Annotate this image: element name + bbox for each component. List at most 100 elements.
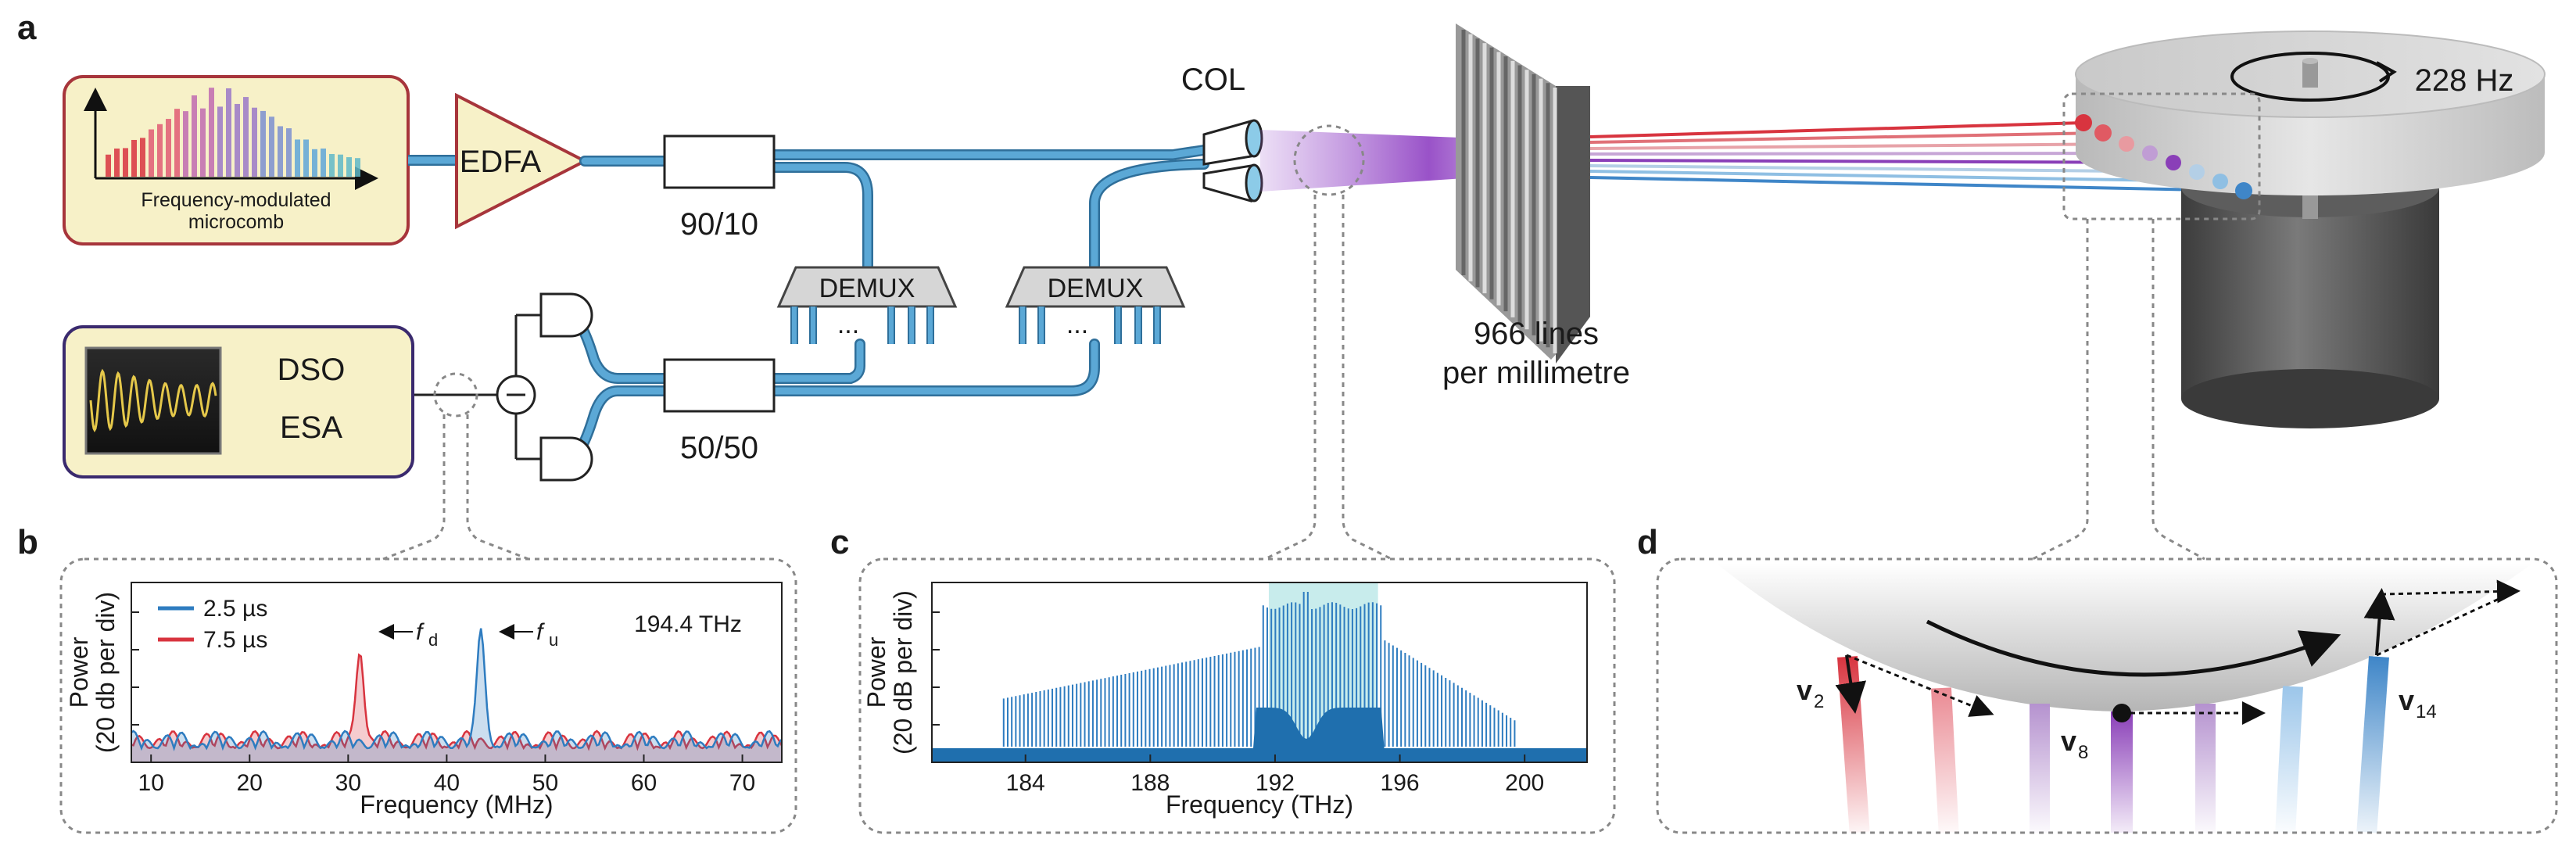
- rotating-disk: 228 Hz: [2062, 30, 2546, 428]
- rotation-label: 228 Hz: [2415, 63, 2514, 98]
- chart-b-ylabel-2: (20 db per div): [91, 592, 120, 753]
- legend-label-red: 7.5 µs: [203, 627, 267, 653]
- chart-c-tick-label: 196: [1381, 770, 1420, 796]
- chart-optical-spectrum: 184 188 192 196 200 Frequency (THz) Power (2…: [862, 582, 1588, 819]
- comb-line: [235, 103, 240, 177]
- v8-sub: 8: [2078, 742, 2088, 763]
- velocity-arrow-v14: [2363, 588, 2395, 656]
- demux-1-ellipsis: ...: [837, 310, 859, 339]
- chart-b-tick-label: 30: [335, 770, 361, 796]
- comb-line: [278, 126, 283, 177]
- comb-line: [269, 116, 274, 177]
- peak-fd-sub: d: [428, 630, 438, 650]
- chart-c-tick-label: 200: [1505, 770, 1544, 796]
- demux-1-label: DEMUX: [819, 274, 915, 303]
- chart-c-tick-label: 184: [1006, 770, 1045, 796]
- series-7p5us-fill: [131, 654, 782, 762]
- panel-b-frame: [59, 557, 797, 834]
- comb-line: [192, 95, 197, 177]
- panel-label-d: d: [1637, 523, 1658, 561]
- beam-zoom-circle: [1293, 124, 1365, 196]
- comb-line: [243, 97, 249, 177]
- chart-b-tick-label: 70: [729, 770, 755, 796]
- dso-esa-box: DSO ESA: [63, 325, 414, 478]
- peak-label-fd: f d: [378, 619, 438, 650]
- comb-line: [149, 129, 154, 177]
- comb-line: [114, 148, 120, 177]
- edfa-label: EDFA: [460, 145, 542, 179]
- beam-red-strong: [1837, 656, 1870, 833]
- beam-purple-light: [2030, 704, 2050, 833]
- grating-label-line2: per millimetre: [1442, 356, 1630, 390]
- panel-label-c: c: [830, 523, 849, 561]
- demux-1: DEMUX ...: [776, 266, 958, 344]
- collimator: COL: [1181, 63, 1263, 202]
- peak-fd-base: f: [416, 619, 425, 645]
- edfa-amplifier: EDFA: [455, 92, 589, 230]
- disk-zoom-box: [2062, 92, 2261, 220]
- rotation-arrow-icon: [1926, 619, 2341, 677]
- beam-to-grating: [1260, 130, 1501, 192]
- chart-b-tick-label: 10: [138, 770, 164, 796]
- coupler-50-50: [663, 358, 776, 413]
- chart-b-tick-label: 60: [631, 770, 657, 796]
- comb-line: [140, 138, 145, 177]
- v2-sub: 2: [1814, 691, 1824, 712]
- esa-label: ESA: [280, 410, 342, 445]
- demux-2: DEMUX ...: [1005, 266, 1186, 344]
- beam-blue-light: [2275, 686, 2303, 833]
- chart-rf-spectrum: 10 20 30 40 50 60 70 Frequency (MHz) Power (20…: [65, 582, 783, 819]
- chart-c-xlabel: Frequency (THz): [1166, 790, 1353, 819]
- comb-line: [166, 119, 171, 177]
- comb-line: [252, 107, 257, 177]
- peak-fu-base: f: [536, 619, 545, 645]
- coupler-50-50-label: 50/50: [680, 431, 758, 465]
- chart-b-tick-label: 40: [434, 770, 460, 796]
- chart-b-axes: [131, 582, 783, 763]
- grating-label-line1: 966 lines: [1474, 317, 1599, 351]
- peak-fu-sub: u: [549, 630, 558, 650]
- chart-c-axes: [931, 582, 1588, 763]
- comb-line: [355, 158, 360, 177]
- demux-2-ellipsis: ...: [1066, 310, 1088, 339]
- panel-c-frame: [858, 557, 1616, 834]
- comb-line: [295, 139, 300, 177]
- chart-b-annotation: 194.4 THz: [634, 611, 742, 637]
- demux-2-label: DEMUX: [1048, 274, 1144, 303]
- chart-c-tick-label: 188: [1130, 770, 1170, 796]
- panel-label-a: a: [17, 9, 37, 47]
- comb-line: [338, 154, 343, 177]
- chart-b-xlabel: Frequency (MHz): [360, 790, 553, 819]
- comb-line: [174, 109, 180, 177]
- chart-c-tick-label: 192: [1256, 770, 1295, 796]
- comb-line: [183, 111, 188, 177]
- comb-line: [157, 124, 163, 177]
- chart-c-ylabel-1: Power: [862, 636, 890, 708]
- beam-red-light: [1931, 687, 1959, 833]
- velocity-projection-v14: [2381, 579, 2520, 604]
- chart-b-ylabel-1: Power: [65, 636, 93, 708]
- beam-blue-strong: [2356, 656, 2389, 833]
- comb-line: [346, 157, 352, 177]
- comb-line: [123, 148, 128, 177]
- comb-line: [286, 128, 292, 177]
- series-2p5us-line: [131, 628, 783, 751]
- chart-c-ylabel-2: (20 dB per div): [889, 590, 917, 754]
- coupler-90-10-label: 90/10: [680, 207, 758, 242]
- microcomb-box: Frequency-modulated microcomb: [63, 75, 410, 246]
- comb-line: [200, 108, 206, 177]
- comb-line: [131, 139, 137, 177]
- velocity-labels: v 2 v 8 v 14: [1797, 674, 2437, 763]
- comb-line: [329, 153, 335, 177]
- diffracted-beams: [1589, 121, 2245, 192]
- beam-purple-center: [2111, 711, 2133, 833]
- microcomb-label-line1: Frequency-modulated: [141, 189, 331, 211]
- balanced-photodetector: [413, 292, 593, 482]
- coupler-90-10: [663, 134, 776, 189]
- peak-label-fu: f u: [499, 619, 558, 650]
- chart-b-legend: 2.5 µs 7.5 µs: [158, 596, 267, 653]
- microcomb-spectrum-icon: [106, 88, 360, 177]
- comb-line: [209, 88, 214, 177]
- v2-label: v: [1797, 674, 1812, 706]
